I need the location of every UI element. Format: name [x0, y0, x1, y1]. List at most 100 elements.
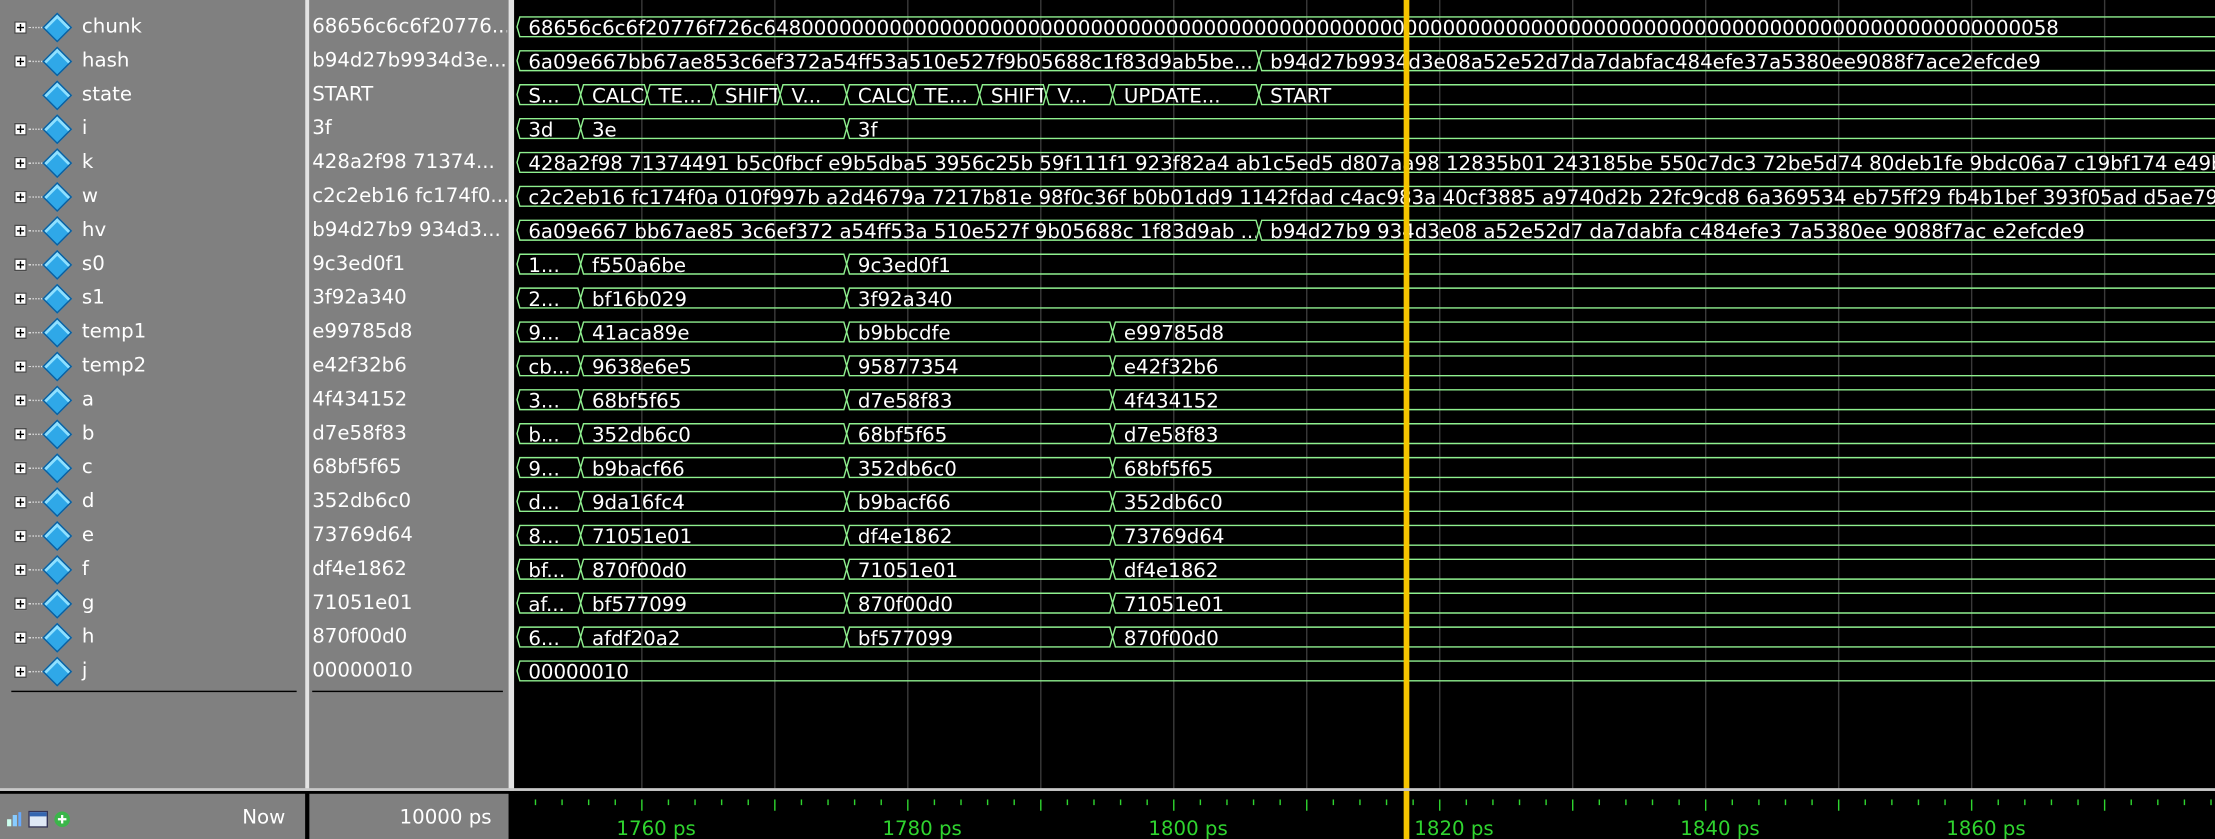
wave-segment	[779, 84, 848, 106]
wave-segment	[1111, 355, 2215, 377]
wave-value-label: 6a09e667bb67ae853c6ef372a54ff53a510e527f…	[528, 51, 1252, 74]
signal-row-temp1[interactable]: temp1	[0, 315, 305, 349]
expand-icon[interactable]	[14, 495, 27, 509]
value-row-g[interactable]: 71051e01	[309, 586, 508, 620]
expand-icon[interactable]	[14, 563, 27, 577]
expand-icon[interactable]	[14, 258, 27, 272]
value-row-s1[interactable]: 3f92a340	[309, 281, 508, 315]
expand-icon[interactable]	[14, 21, 27, 34]
expand-icon[interactable]	[14, 665, 27, 678]
expand-icon[interactable]	[14, 597, 27, 611]
wave-segment	[516, 185, 2215, 207]
expand-icon[interactable]	[14, 394, 27, 407]
value-row-j[interactable]: 00000010	[309, 654, 508, 688]
time-ruler[interactable]: 1760 ps 1780 ps 1800 ps 1820 ps 1840 ps 1860 …	[514, 790, 2215, 839]
signal-row-k[interactable]: k	[0, 145, 305, 179]
value-row-a[interactable]: 4f434152	[309, 383, 508, 417]
value-row-c[interactable]: 68bf5f65	[309, 451, 508, 485]
window-icon[interactable]	[28, 807, 49, 828]
signal-row-f[interactable]: f	[0, 552, 305, 586]
pane-divider[interactable]	[305, 0, 310, 839]
wave-segment	[579, 456, 848, 479]
tick-label: 1780 ps	[882, 817, 961, 839]
add-cursor-icon[interactable]	[54, 807, 71, 827]
wave-segment	[579, 321, 848, 343]
signal-row-chunk[interactable]: chunk	[0, 10, 305, 44]
value-row-d[interactable]: 352db6c0	[309, 484, 508, 518]
signal-row-a[interactable]: a	[0, 383, 305, 417]
expand-icon[interactable]	[14, 631, 27, 645]
tree-line	[28, 331, 46, 334]
signal-value: 4f434152	[312, 388, 408, 412]
tree-line	[28, 230, 46, 232]
signal-row-s0[interactable]: s0	[0, 247, 305, 281]
tick-label: 1800 ps	[1148, 817, 1227, 839]
wave-value-label: c2c2eb16 fc174f0a 010f997b a2d4679a 7217…	[528, 186, 2215, 209]
value-row-hash[interactable]: b94d27b9934d3e...	[309, 44, 508, 78]
signal-value: 9c3ed0f1	[312, 252, 406, 276]
waveform-canvas[interactable]: 68656c6c6f20776f726c64800000000000000000…	[514, 0, 2215, 791]
value-row-i[interactable]: 3f	[309, 112, 508, 146]
signal-row-b[interactable]: b	[0, 417, 305, 451]
signal-row-j[interactable]: j	[0, 654, 305, 688]
status-bar: Now 10000 ps	[0, 790, 2215, 839]
expand-icon[interactable]	[14, 190, 27, 204]
signal-row-w[interactable]: w	[0, 179, 305, 213]
value-row-e[interactable]: 73769d64	[309, 518, 508, 552]
signal-row-hash[interactable]: hash	[0, 44, 305, 78]
wave-segment	[579, 84, 648, 106]
signal-row-i[interactable]: i	[0, 112, 305, 146]
signal-name: i	[81, 117, 88, 140]
expand-icon[interactable]	[14, 224, 27, 238]
value-row-temp1[interactable]: e99785d8	[309, 315, 508, 349]
pane-divider[interactable]	[508, 0, 515, 839]
expand-icon[interactable]	[14, 156, 27, 170]
signal-row-s1[interactable]: s1	[0, 281, 305, 315]
signal-row-e[interactable]: e	[0, 518, 305, 552]
value-row-k[interactable]: 428a2f98 71374...	[309, 145, 508, 179]
signal-icon	[42, 114, 73, 145]
wave-value-label: 8...	[528, 525, 559, 548]
signal-name: j	[81, 659, 88, 683]
signal-row-c[interactable]: c	[0, 451, 305, 485]
signal-value: e99785d8	[312, 320, 413, 344]
signal-icon	[42, 453, 73, 484]
signal-row-hv[interactable]: hv	[0, 213, 305, 247]
signal-row-g[interactable]: g	[0, 586, 305, 620]
zoom-icon[interactable]	[6, 807, 23, 827]
value-row-w[interactable]: c2c2eb16 fc174f0...	[309, 179, 508, 213]
value-row-b[interactable]: d7e58f83	[309, 417, 508, 451]
expand-icon[interactable]	[14, 360, 27, 373]
expand-icon[interactable]	[14, 55, 27, 68]
value-row-temp2[interactable]: e42f32b6	[309, 349, 508, 383]
signal-row-temp2[interactable]: temp2	[0, 349, 305, 383]
signal-row-h[interactable]: h	[0, 620, 305, 654]
value-row-chunk[interactable]: 68656c6c6f20776...	[309, 10, 508, 44]
signal-name: g	[81, 591, 95, 615]
wave-segment	[516, 660, 2215, 682]
tree-line	[28, 365, 46, 368]
wave-value-label: UPDATE...	[1124, 84, 1221, 107]
value-row-hv[interactable]: b94d27b9 934d3...	[309, 213, 508, 247]
wave-segment	[516, 592, 582, 614]
signal-name: s1	[81, 286, 105, 310]
wave-segment	[845, 287, 2215, 309]
expand-icon[interactable]	[14, 529, 27, 543]
value-row-state[interactable]: START	[309, 78, 508, 112]
signal-row-state[interactable]: state	[0, 78, 305, 112]
value-row-f[interactable]: df4e1862	[309, 552, 508, 586]
signal-row-d[interactable]: d	[0, 484, 305, 518]
expand-icon[interactable]	[14, 122, 27, 136]
waveform-pane[interactable]: 68656c6c6f20776f726c64800000000000000000…	[514, 0, 2215, 791]
wave-value-label: 68bf5f65	[592, 389, 681, 412]
expand-icon[interactable]	[14, 427, 27, 441]
expand-icon[interactable]	[14, 326, 27, 339]
wave-segment	[978, 84, 1047, 106]
value-row-s0[interactable]: 9c3ed0f1	[309, 247, 508, 281]
wave-segment	[845, 558, 1114, 580]
signal-name: c	[81, 456, 93, 479]
expand-icon[interactable]	[14, 461, 27, 475]
value-row-h[interactable]: 870f00d0	[309, 620, 508, 654]
expand-icon[interactable]	[14, 292, 27, 306]
wave-segment	[516, 219, 1260, 241]
